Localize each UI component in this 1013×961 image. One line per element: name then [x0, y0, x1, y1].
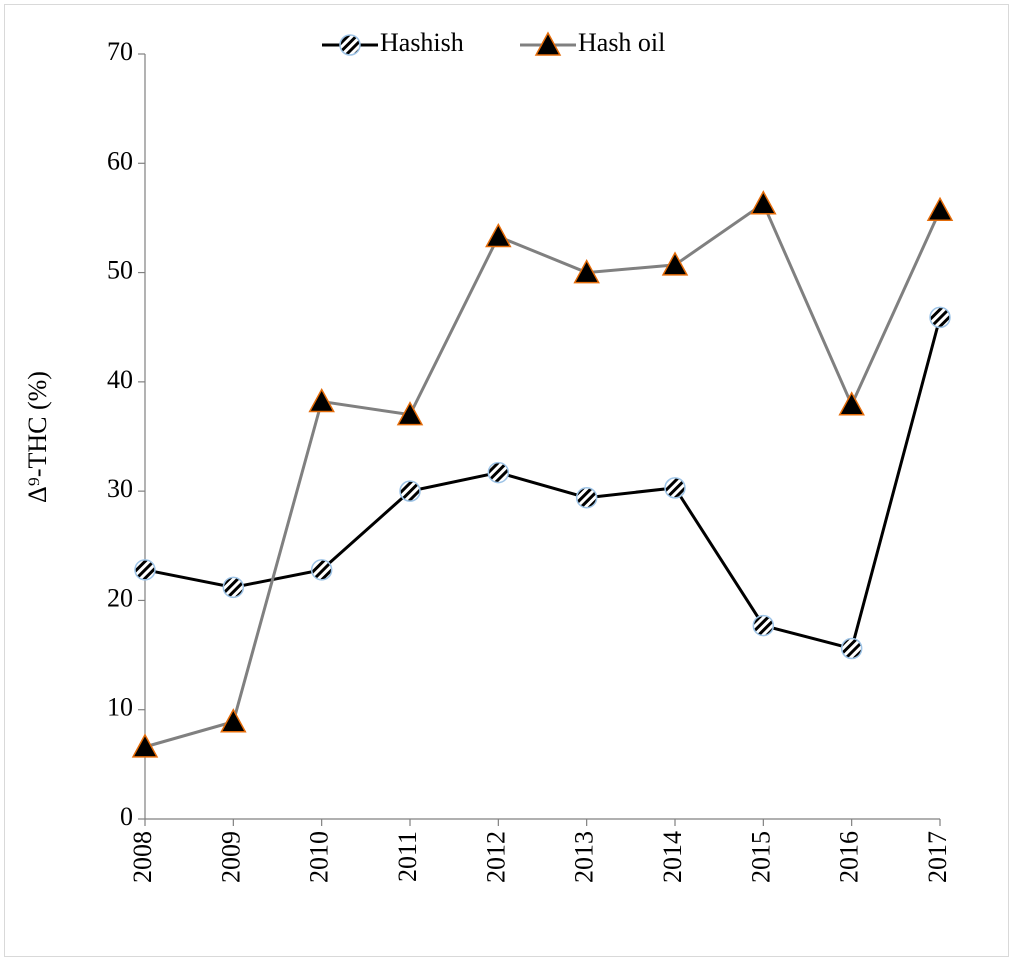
hash-oil-marker — [838, 391, 865, 416]
legend-label: Hashish — [380, 28, 464, 57]
x-tick-label: 2013 — [570, 831, 599, 883]
hash-oil-marker — [131, 733, 159, 758]
legend-marker — [534, 31, 562, 56]
legend-marker — [339, 34, 361, 56]
x-tick-label: 2009 — [216, 831, 245, 883]
hashish-marker — [487, 461, 510, 484]
x-tick-label: 2017 — [923, 831, 952, 883]
hashish-marker — [929, 306, 951, 329]
y-tick-label: 20 — [107, 583, 133, 612]
hash-oil-marker — [220, 708, 247, 733]
hashish-marker — [310, 559, 333, 581]
x-tick-label: 2015 — [746, 831, 775, 883]
hash-oil-marker — [661, 251, 689, 276]
y-tick-label: 0 — [120, 802, 133, 831]
hashish-marker — [399, 480, 421, 502]
legend-label: Hash oil — [578, 28, 665, 57]
hash-oil-marker — [750, 190, 777, 215]
hashish-marker — [752, 614, 775, 637]
y-axis-label: Δ⁹-THC (%) — [23, 371, 52, 503]
x-tick-label: 2011 — [393, 831, 422, 882]
hashish-marker — [575, 486, 598, 509]
y-tick-label: 50 — [107, 256, 133, 285]
hashish-marker — [222, 576, 245, 599]
hashish-marker — [664, 477, 686, 499]
x-tick-label: 2016 — [835, 831, 864, 883]
x-tick-label: 2014 — [658, 831, 687, 883]
x-tick-label: 2008 — [128, 831, 157, 883]
hash-oil-marker — [396, 401, 424, 426]
y-tick-label: 60 — [107, 146, 133, 175]
hashish-marker — [840, 637, 863, 660]
frame — [4, 4, 1009, 957]
series-line — [144, 316, 942, 651]
y-tick-label: 70 — [107, 37, 133, 66]
y-tick-label: 10 — [107, 693, 133, 722]
hash-oil-marker — [485, 222, 512, 248]
hash-oil-marker — [573, 259, 600, 284]
hashish-marker — [134, 559, 156, 581]
x-tick-label: 2010 — [305, 831, 334, 883]
series-line — [144, 201, 942, 749]
x-tick-label: 2012 — [481, 831, 510, 883]
hash-oil-marker — [308, 387, 335, 413]
y-tick-label: 30 — [107, 474, 133, 503]
y-tick-label: 40 — [107, 365, 133, 394]
hash-oil-marker — [926, 196, 954, 222]
